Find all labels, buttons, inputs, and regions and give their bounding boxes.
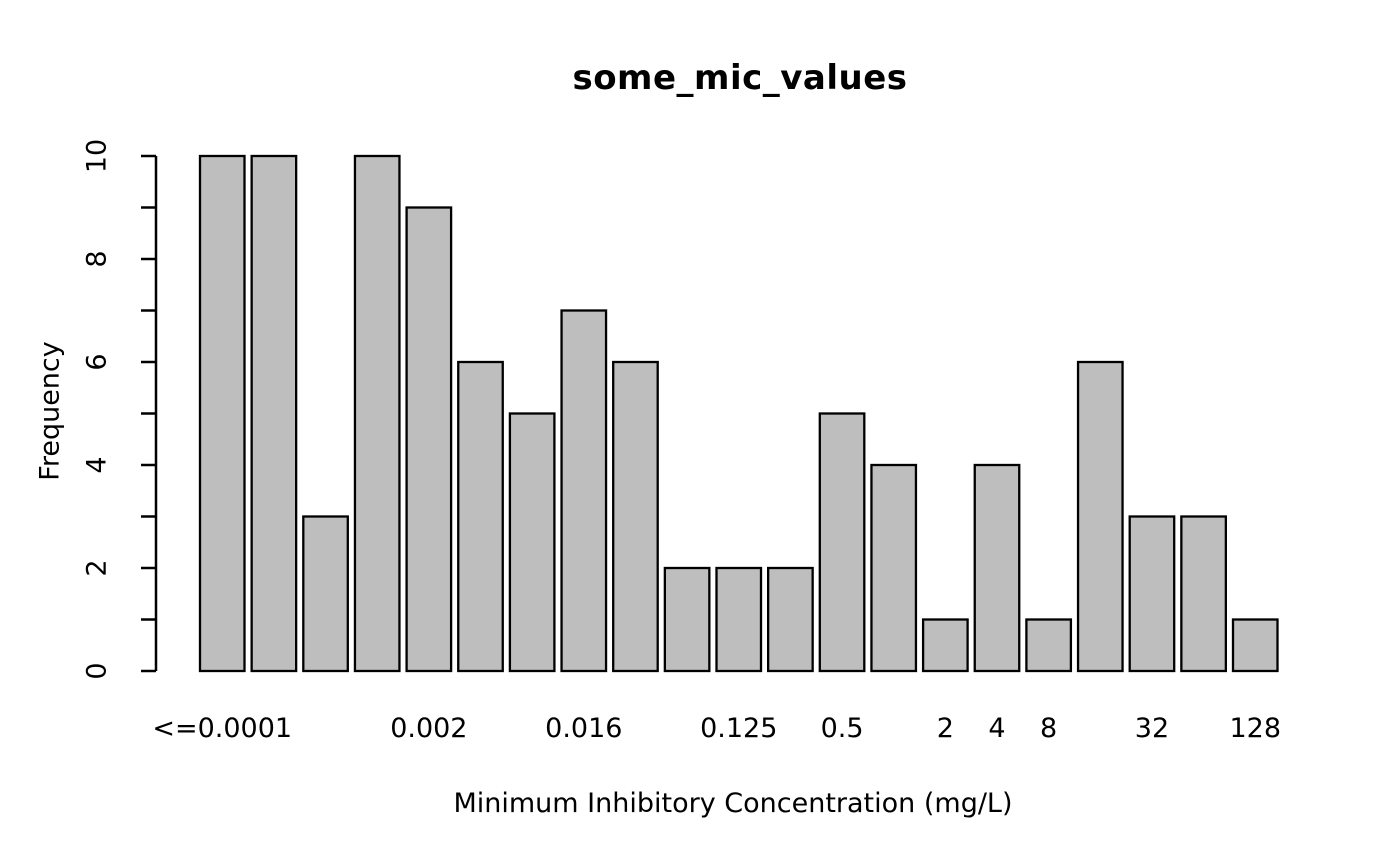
y-tick-label: 6 <box>82 353 113 370</box>
histogram-bar <box>198 154 246 673</box>
histogram-bar <box>715 566 763 673</box>
histogram-bar <box>767 566 814 673</box>
histogram-bar <box>973 463 1021 673</box>
x-tick-label: 0.016 <box>545 713 622 744</box>
histogram-bar <box>1231 618 1279 673</box>
histogram-bar <box>250 154 298 673</box>
histogram-bar <box>457 360 504 673</box>
histogram-bar <box>1180 515 1227 673</box>
histogram-bar <box>405 206 453 673</box>
x-tick-label: 128 <box>1229 713 1281 744</box>
histogram-bar <box>921 618 969 673</box>
x-tick-label: 2 <box>937 713 954 744</box>
y-tick-label: 10 <box>82 139 113 173</box>
histogram-bar <box>1128 515 1176 673</box>
histogram-bar <box>818 412 866 673</box>
x-tick-label: 8 <box>1040 713 1057 744</box>
chart-title: some_mic_values <box>572 58 908 98</box>
histogram-bar <box>1025 618 1073 673</box>
histogram-bar <box>508 412 556 673</box>
histogram-bar <box>353 154 401 673</box>
x-tick-label: 0.125 <box>700 713 777 744</box>
x-tick-label: 4 <box>988 713 1005 744</box>
y-tick-label: 8 <box>82 250 113 267</box>
y-tick-label: 2 <box>82 559 113 576</box>
histogram-bar <box>612 360 659 673</box>
histogram-bar <box>870 463 918 673</box>
y-tick-label: 4 <box>82 456 113 473</box>
y-tick-label: 0 <box>82 662 113 679</box>
histogram-bar <box>1076 360 1124 673</box>
x-tick-label: 32 <box>1135 713 1169 744</box>
x-tick-label: 0.002 <box>390 713 467 744</box>
histogram-bar <box>560 309 608 673</box>
x-tick-label: 0.5 <box>821 713 864 744</box>
x-tick-label: <=0.0001 <box>152 713 292 744</box>
histogram-bar <box>663 566 711 673</box>
histogram-bar <box>302 515 349 673</box>
x-axis-title: Minimum Inhibitory Concentration (mg/L) <box>453 788 1013 819</box>
